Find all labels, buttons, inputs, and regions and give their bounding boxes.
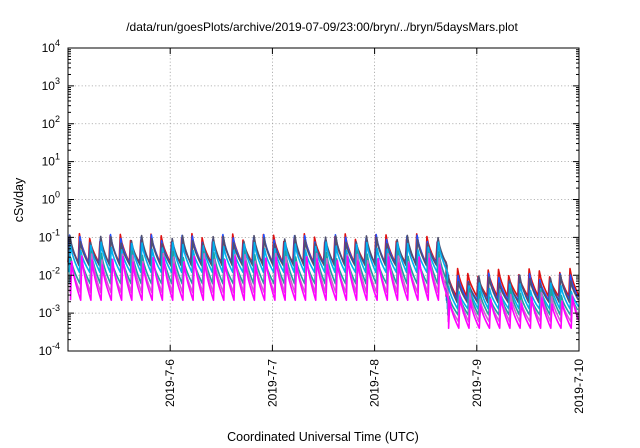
x-tick-label: 2019-7-6 [163, 359, 177, 407]
series-line [68, 241, 580, 310]
x-tick-labels: 2019-7-6 2019-7-7 2019-7-8 2019-7-9 2019-7-1… [163, 359, 586, 414]
y-tick-labels: 10-4 10-3 10-2 10-1 100 101 102 103 104 [39, 38, 60, 358]
x-tick-label: 2019-7-7 [265, 359, 279, 407]
y-tick-label: 10-4 [39, 341, 60, 358]
x-tick-label: 2019-7-10 [572, 359, 586, 414]
series-group [67, 232, 580, 329]
chart-title: /data/run/goesPlots/archive/2019-07-09/2… [126, 20, 518, 34]
x-tick-label: 2019-7-8 [368, 359, 382, 407]
y-tick-label: 102 [42, 114, 60, 131]
series-line [69, 255, 580, 329]
y-tick-label: 103 [42, 76, 60, 93]
y-tick-label: 10-2 [39, 265, 60, 282]
x-axis-label: Coordinated Universal Time (UTC) [227, 430, 419, 444]
x-tick-label: 2019-7-9 [470, 359, 484, 407]
y-tick-label: 104 [42, 38, 60, 55]
y-axis-label: cSv/day [12, 177, 26, 222]
plot-frame [67, 47, 580, 352]
y-tick-label: 10-1 [39, 227, 60, 244]
y-tick-label: 101 [42, 152, 60, 169]
y-tick-label: 100 [42, 190, 60, 207]
y-tick-label: 10-3 [39, 303, 60, 320]
